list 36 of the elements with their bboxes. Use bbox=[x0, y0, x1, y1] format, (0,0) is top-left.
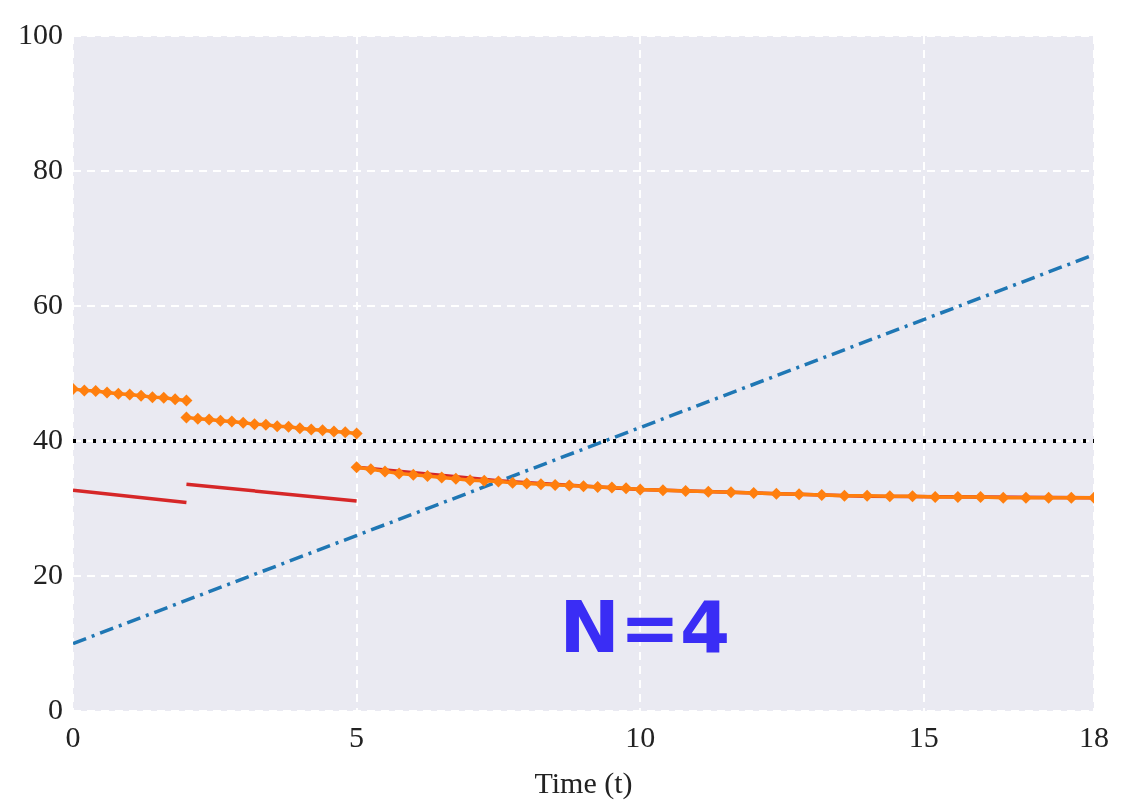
point bbox=[364, 463, 377, 476]
y-tick-label: 0 bbox=[48, 691, 63, 725]
point bbox=[135, 389, 148, 402]
y-tick-label: 60 bbox=[33, 286, 63, 320]
y-tick-label: 20 bbox=[33, 556, 63, 590]
point bbox=[89, 385, 102, 398]
point bbox=[350, 461, 363, 474]
point bbox=[112, 387, 125, 400]
point bbox=[339, 426, 352, 439]
point bbox=[248, 418, 261, 431]
point bbox=[435, 471, 448, 484]
annotation: N=4 bbox=[559, 585, 731, 670]
point bbox=[305, 423, 318, 436]
x-axis-title: Time (t) bbox=[534, 765, 633, 800]
point bbox=[316, 424, 329, 437]
point bbox=[421, 470, 434, 483]
point bbox=[350, 427, 363, 440]
point bbox=[293, 422, 306, 435]
point bbox=[327, 425, 340, 438]
y-tick-label: 80 bbox=[33, 151, 63, 185]
point bbox=[180, 394, 193, 407]
x-tick-label: 18 bbox=[1079, 719, 1109, 753]
point bbox=[237, 416, 250, 429]
x-tick-label: 10 bbox=[625, 719, 656, 753]
y-tick-label: 40 bbox=[33, 421, 63, 455]
point bbox=[191, 412, 204, 425]
point bbox=[101, 386, 114, 399]
point bbox=[180, 411, 193, 424]
point bbox=[169, 393, 182, 406]
point bbox=[123, 388, 136, 401]
point bbox=[378, 465, 391, 478]
x-tick-label: 5 bbox=[349, 719, 365, 753]
x-tick-label: 15 bbox=[908, 719, 939, 753]
point bbox=[214, 414, 227, 427]
y-tick-label: 100 bbox=[18, 16, 63, 50]
point bbox=[203, 413, 216, 426]
